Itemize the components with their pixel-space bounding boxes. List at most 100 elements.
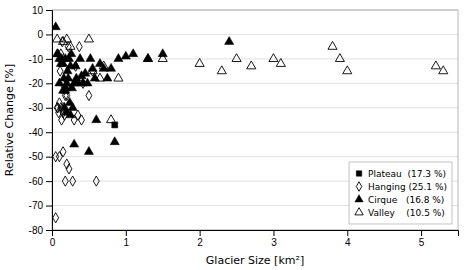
tick: 5 bbox=[419, 230, 425, 248]
point bbox=[70, 139, 79, 147]
tick-mark bbox=[126, 230, 127, 236]
point bbox=[95, 73, 104, 81]
point bbox=[276, 59, 285, 67]
point bbox=[431, 61, 440, 69]
point bbox=[71, 61, 80, 69]
point bbox=[66, 164, 72, 174]
point bbox=[79, 115, 85, 125]
point bbox=[143, 54, 152, 62]
point bbox=[88, 63, 97, 71]
tick-mark bbox=[46, 59, 52, 60]
point bbox=[84, 34, 93, 42]
tick-label: 5 bbox=[419, 237, 425, 248]
axis-line bbox=[53, 231, 459, 237]
point bbox=[88, 66, 97, 74]
point bbox=[269, 54, 278, 62]
point bbox=[121, 51, 130, 59]
point bbox=[75, 54, 84, 62]
point bbox=[225, 37, 234, 45]
plot-frame bbox=[52, 10, 458, 230]
point bbox=[232, 54, 241, 62]
point bbox=[114, 54, 123, 62]
point bbox=[70, 176, 76, 186]
point bbox=[52, 22, 60, 30]
tick-mark bbox=[46, 132, 52, 133]
grid-line bbox=[52, 156, 458, 157]
tick-mark bbox=[46, 230, 52, 231]
tick: -20 bbox=[29, 78, 52, 89]
tick: -40 bbox=[29, 127, 52, 138]
tick-mark bbox=[46, 157, 52, 158]
point bbox=[335, 54, 344, 62]
point bbox=[114, 73, 123, 81]
point bbox=[247, 61, 256, 69]
point bbox=[56, 152, 62, 162]
point bbox=[343, 66, 352, 74]
point bbox=[158, 49, 167, 57]
point bbox=[129, 49, 138, 57]
tick-label: -10 bbox=[29, 54, 44, 65]
series bbox=[52, 22, 234, 155]
point bbox=[106, 115, 115, 123]
tick-label: -40 bbox=[29, 127, 44, 138]
legend-symbol bbox=[355, 195, 363, 202]
point bbox=[60, 147, 66, 157]
grid bbox=[52, 10, 458, 230]
series bbox=[53, 34, 448, 123]
tick: -10 bbox=[29, 54, 52, 65]
tick-mark bbox=[46, 206, 52, 207]
tick-label: -30 bbox=[29, 102, 44, 113]
grid-line bbox=[52, 83, 458, 84]
grid-line bbox=[52, 132, 458, 133]
tick-label: -20 bbox=[29, 78, 44, 89]
point bbox=[217, 66, 226, 74]
point bbox=[143, 54, 152, 62]
tick: 10 bbox=[32, 5, 52, 16]
point bbox=[64, 73, 73, 81]
tick-mark bbox=[421, 230, 422, 236]
tick: -70 bbox=[29, 200, 52, 211]
tick: -80 bbox=[29, 225, 52, 236]
tick: -50 bbox=[29, 151, 52, 162]
legend-label: Hanging (25.1 %) bbox=[368, 182, 447, 192]
point bbox=[68, 103, 77, 111]
tick-label: 10 bbox=[32, 5, 44, 16]
point bbox=[53, 152, 59, 162]
tick-label: 3 bbox=[271, 237, 277, 248]
tick-mark bbox=[347, 230, 348, 236]
tick-label: 2 bbox=[197, 237, 203, 248]
series bbox=[53, 37, 99, 223]
tick-mark bbox=[46, 10, 52, 11]
tick: 2 bbox=[197, 230, 203, 248]
x-axis-title: Glacier Size [km²] bbox=[206, 254, 304, 267]
tick: 4 bbox=[345, 230, 351, 248]
plot: 012345100-10-20-30-40-50-60-70-80Plateau… bbox=[29, 5, 459, 248]
point bbox=[76, 42, 82, 52]
legend-symbol bbox=[355, 208, 363, 215]
point bbox=[62, 176, 68, 186]
point bbox=[62, 34, 71, 42]
tick-label: -60 bbox=[29, 176, 44, 187]
point bbox=[439, 66, 448, 74]
legend-symbol bbox=[356, 182, 361, 191]
tick-mark bbox=[46, 34, 52, 35]
legend-item: Valley (10.5 %) bbox=[355, 208, 445, 218]
tick-mark bbox=[46, 181, 52, 182]
legend-symbol bbox=[356, 171, 361, 176]
tick: 1 bbox=[124, 230, 130, 248]
legend-label: Plateau (17.3 %) bbox=[368, 169, 446, 179]
tick-label: -50 bbox=[29, 151, 44, 162]
axis-line bbox=[46, 11, 53, 231]
point bbox=[110, 137, 119, 145]
legend-frame bbox=[349, 162, 452, 224]
legend-label: Valley (10.5 %) bbox=[368, 208, 445, 218]
tick-mark bbox=[273, 230, 274, 236]
legend: Plateau (17.3 %) Hanging (25.1 %) Cirque (… bbox=[349, 162, 452, 224]
tick-mark bbox=[46, 83, 52, 84]
point bbox=[83, 78, 92, 86]
point bbox=[328, 41, 337, 49]
point bbox=[158, 54, 167, 62]
point bbox=[66, 41, 75, 49]
point bbox=[53, 213, 59, 223]
legend-item: Cirque (16.8 %) bbox=[355, 195, 445, 205]
